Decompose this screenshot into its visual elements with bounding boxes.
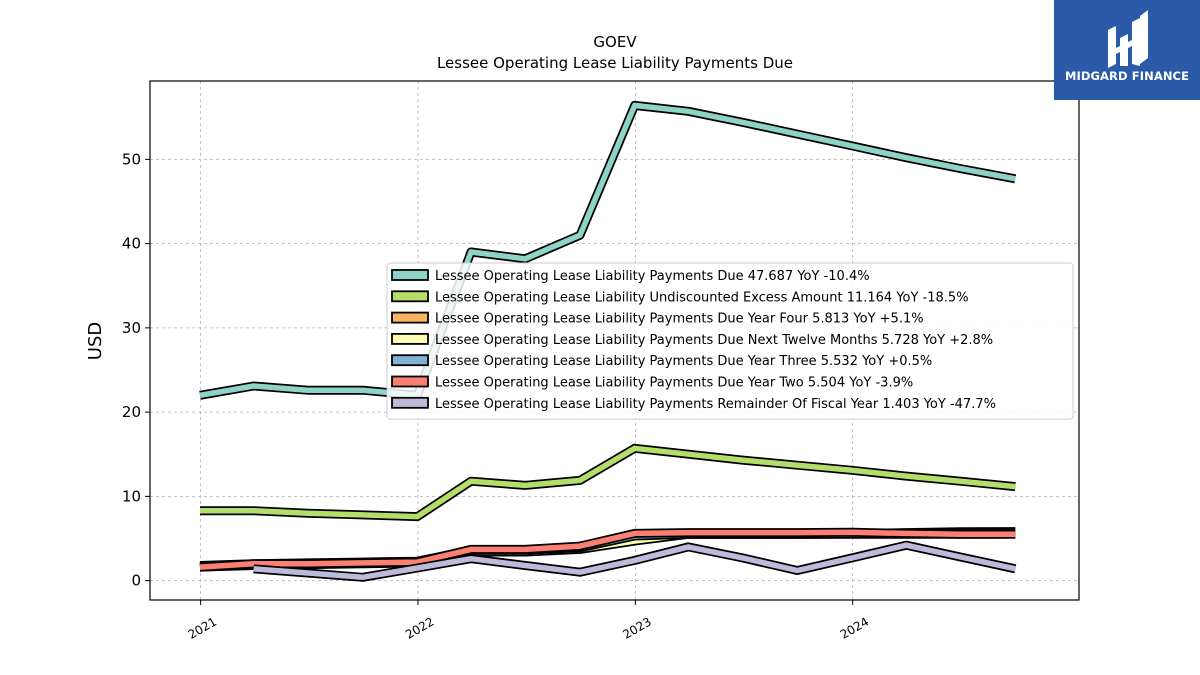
legend-label: Lessee Operating Lease Liability Payment…	[435, 269, 870, 284]
x-tick-label: 2023	[620, 614, 653, 641]
series-stroke	[253, 542, 1016, 581]
series-line	[253, 540, 1017, 582]
legend-swatch	[391, 311, 429, 324]
series-stroke	[200, 445, 1016, 520]
x-axis: 2021 2022 2023 2024	[186, 600, 871, 642]
plot-frame	[149, 80, 1080, 601]
series-line	[199, 100, 1017, 400]
series-line	[199, 527, 1016, 572]
legend-label: Lessee Operating Lease Liability Payment…	[435, 397, 996, 412]
legend-label: Lessee Operating Lease Liability Payment…	[435, 376, 913, 391]
series-stroke	[199, 102, 1016, 399]
y-axis-label: USD	[85, 322, 106, 360]
x-tick-label: 2024	[838, 614, 871, 641]
legend-label: Lessee Operating Lease Liability Payment…	[435, 312, 924, 327]
y-tick-label: 40	[122, 235, 141, 253]
legend-swatch	[391, 354, 429, 367]
logo-text: MIDGARD FINANCE	[1064, 69, 1190, 83]
legend-swatch	[391, 375, 429, 388]
y-tick-label: 30	[122, 319, 141, 337]
legend-label: Lessee Operating Lease Liability Undisco…	[435, 290, 969, 305]
chart-subtitle: Lessee Operating Lease Liability Payment…	[437, 54, 793, 72]
legend-swatch	[391, 332, 429, 345]
legend-box	[386, 262, 1074, 420]
x-tick-label: 2022	[403, 614, 436, 641]
midgard-logo-icon	[1108, 10, 1148, 68]
y-axis: 0 10 20 30 40 50	[122, 150, 150, 590]
y-tick-label: 0	[131, 572, 141, 590]
series-stroke	[199, 529, 1016, 570]
legend-label: Lessee Operating Lease Liability Payment…	[435, 333, 993, 348]
legend: Lessee Operating Lease Liability Payment…	[386, 262, 1074, 420]
y-tick-label: 50	[122, 150, 141, 168]
legend-label: Lessee Operating Lease Liability Payment…	[435, 354, 932, 369]
y-tick-label: 10	[122, 487, 141, 505]
chart-title: GOEV	[593, 33, 637, 51]
brand-logo: MIDGARD FINANCE	[1054, 0, 1200, 100]
x-tick-label: 2021	[186, 614, 219, 641]
legend-swatch	[391, 290, 429, 303]
series-outline	[200, 443, 1016, 522]
y-tick-label: 20	[122, 403, 141, 421]
series-layer	[199, 100, 1017, 582]
legend-swatch	[391, 396, 429, 409]
series-line	[200, 443, 1016, 522]
legend-swatch	[391, 269, 429, 281]
